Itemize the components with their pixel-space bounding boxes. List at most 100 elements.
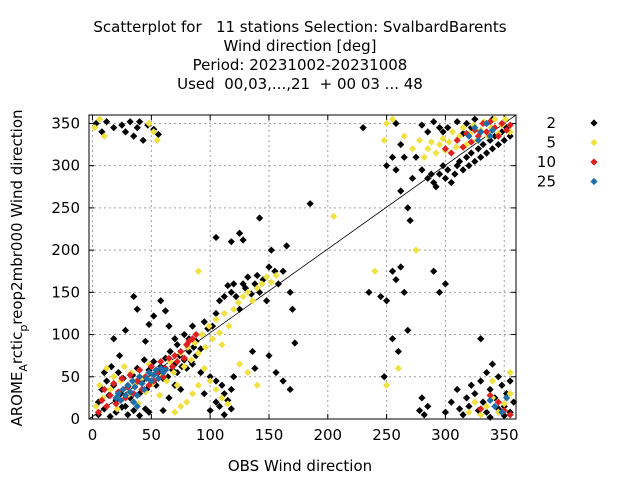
series-25 [112, 119, 511, 416]
data-point [200, 318, 208, 326]
data-point [133, 305, 141, 313]
data-point [474, 132, 482, 140]
data-point [220, 411, 228, 419]
data-point [467, 149, 475, 157]
y-tick-label: 0 [70, 410, 80, 428]
data-point [208, 335, 217, 343]
data-point [482, 149, 491, 157]
data-point [130, 132, 138, 140]
data-point [244, 273, 252, 281]
x-tick-label: 150 [255, 426, 284, 444]
data-point [103, 377, 111, 385]
data-point [267, 278, 275, 286]
data-point [406, 216, 414, 225]
data-point [465, 402, 473, 410]
data-point [220, 292, 228, 301]
data-point [145, 119, 153, 128]
data-point [471, 398, 479, 406]
data-point [474, 136, 482, 144]
data-point [474, 145, 482, 153]
data-point [467, 381, 475, 389]
legend-label: 2 [546, 114, 556, 132]
data-point [145, 360, 153, 368]
chart-title-line-3: Period: 20231002-20231008 [193, 56, 408, 74]
data-point [133, 402, 141, 410]
data-point [500, 406, 508, 415]
data-point [128, 377, 137, 385]
data-point [494, 373, 502, 381]
data-point [230, 305, 238, 313]
legend-marker [590, 177, 598, 186]
data-point [424, 128, 432, 136]
data-point [462, 119, 471, 128]
data-point [459, 411, 467, 419]
data-point [215, 297, 224, 305]
data-point [140, 356, 148, 364]
data-point [383, 297, 391, 305]
data-point [140, 385, 148, 394]
data-point [127, 368, 135, 377]
data-point [130, 292, 138, 301]
data-point [126, 118, 134, 126]
data-point [117, 396, 125, 405]
data-point [453, 136, 461, 144]
data-point [119, 385, 127, 394]
data-point [147, 377, 155, 385]
data-point [465, 132, 473, 140]
data-point [141, 337, 150, 345]
data-point [194, 349, 202, 357]
y-tick-label: 50 [61, 368, 80, 386]
data-point [408, 145, 417, 153]
data-point [383, 381, 391, 389]
data-point [154, 130, 163, 139]
data-point [183, 364, 191, 372]
data-point [194, 267, 202, 275]
y-tick-labels: 0 50 100 150 200 250 300 350 [51, 114, 80, 428]
plot-frame [88, 114, 517, 420]
data-point [161, 366, 170, 374]
data-point [397, 187, 405, 195]
data-point [383, 119, 391, 128]
data-point [397, 263, 405, 271]
data-point [110, 379, 118, 388]
data-point [279, 377, 287, 385]
data-point [133, 124, 141, 132]
data-point [235, 229, 244, 237]
data-point [502, 126, 511, 134]
data-point [500, 136, 508, 144]
data-point [392, 119, 400, 128]
data-point [126, 394, 134, 402]
x-axis-label: OBS Wind direction [228, 457, 372, 475]
data-point [491, 115, 499, 123]
data-point [424, 174, 432, 182]
data-point [388, 267, 397, 275]
data-point [126, 371, 134, 379]
data-point [432, 183, 440, 191]
data-point [212, 233, 220, 242]
data-point [145, 368, 153, 377]
data-point [192, 330, 200, 339]
y-tick-label: 150 [51, 283, 80, 301]
data-point [455, 157, 464, 166]
data-point [227, 238, 235, 246]
data-point [272, 368, 280, 377]
data-point [103, 364, 111, 372]
data-point [113, 405, 121, 413]
data-point [383, 162, 391, 170]
data-point [98, 396, 106, 405]
data-point [150, 128, 158, 136]
data-point [471, 157, 479, 166]
data-point [171, 335, 179, 343]
data-point [145, 320, 153, 329]
legend-label: 25 [537, 173, 556, 191]
data-point [131, 383, 139, 391]
data-point [241, 284, 250, 292]
data-point [95, 381, 104, 389]
data-point [397, 140, 405, 149]
data-point [253, 284, 261, 292]
data-point [430, 267, 438, 275]
data-point [218, 394, 226, 402]
data-point [173, 341, 181, 349]
data-point [482, 408, 491, 416]
data-point [187, 356, 195, 364]
